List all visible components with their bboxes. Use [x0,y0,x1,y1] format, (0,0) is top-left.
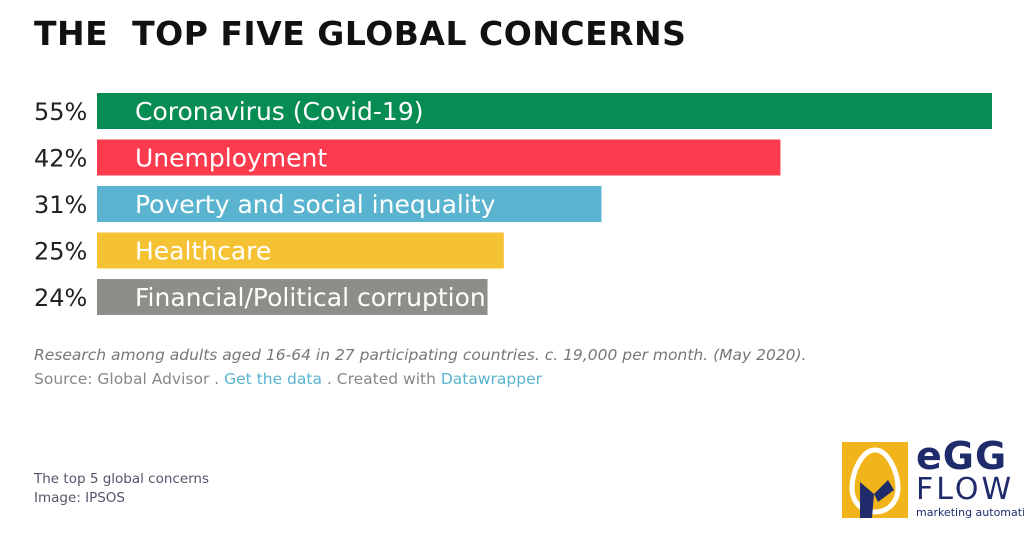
value-label: 42% [34,145,87,173]
logo-word-flow: FLOW [916,472,1015,507]
image-caption: The top 5 global concerns Image: IPSOS [34,470,209,508]
source-line: Source: Global Advisor . Get the data . … [34,370,542,388]
category-label: Healthcare [135,237,271,266]
bar [97,93,992,129]
egg-logo-icon [842,442,908,518]
bar [97,232,504,269]
source-mid: . Created with [321,370,441,388]
caption-title: The top 5 global concerns [34,471,210,487]
category-label: Unemployment [135,144,327,173]
value-label: 25% [34,238,87,266]
caption-credit: Image: IPSOS [34,490,126,506]
research-note: Research among adults aged 16-64 in 27 p… [34,346,807,364]
category-label: Coronavirus (Covid-19) [135,97,423,126]
category-label: Financial/Political corruption [135,283,486,312]
eggflow-logo: eGG FLOW marketing automation [842,434,1024,520]
chart-title: THE TOP FIVE GLOBAL CONCERNS [34,14,687,53]
bar [97,279,488,315]
get-the-data-link[interactable]: Get the data [224,370,322,388]
bar-chart: 55% Coronavirus (Covid-19) 42% Unemployment… [34,93,992,315]
logo-tagline: marketing automation [916,506,1024,519]
value-label: 24% [34,284,87,312]
datawrapper-link[interactable]: Datawrapper [440,370,542,388]
bar [97,186,602,222]
category-label: Poverty and social inequality [135,190,496,219]
bar [97,139,781,176]
value-label: 55% [34,98,87,126]
value-label: 31% [34,191,87,219]
source-prefix: Source: Global Advisor . [34,370,225,388]
logo-word-egg: eGG [916,434,1008,478]
